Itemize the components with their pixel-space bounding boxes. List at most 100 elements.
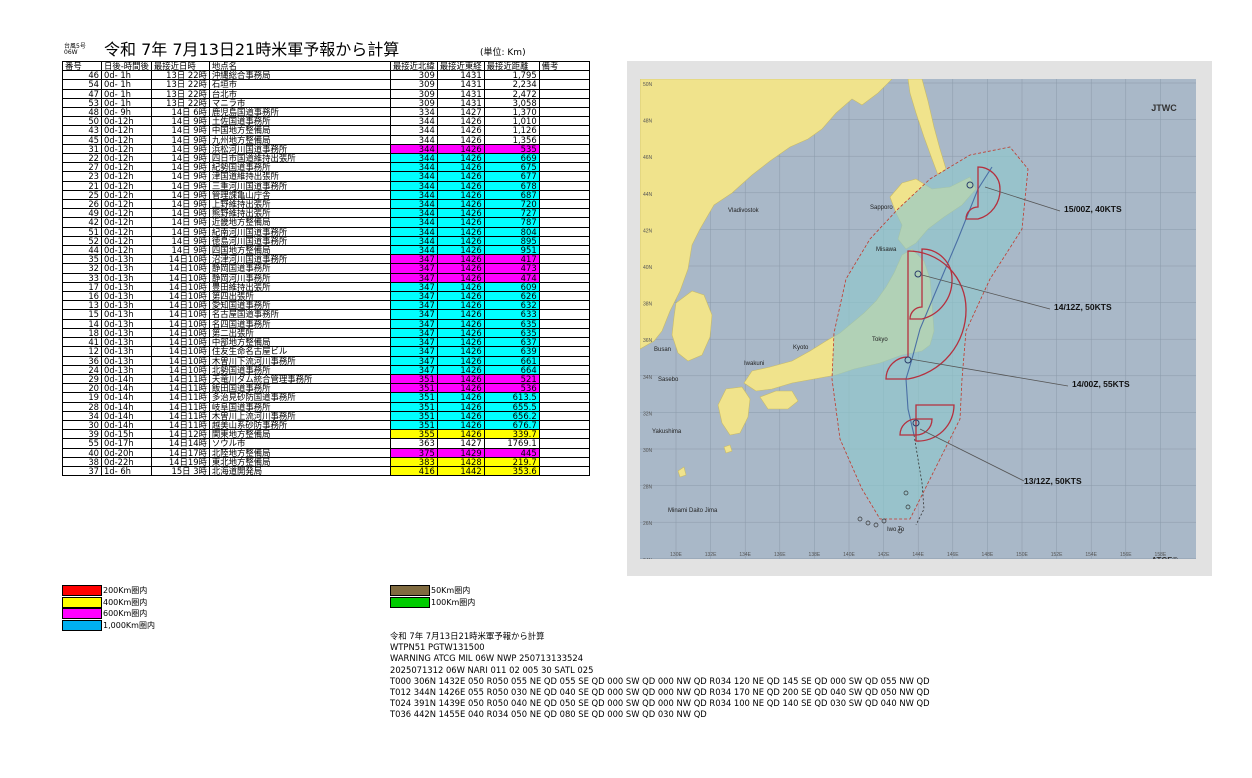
- row-place: 静岡河川事務所: [208, 272, 391, 283]
- row-number: 51: [62, 226, 102, 237]
- table-row: 32 0d-13h 14日10時 静岡国道事務所 347 1426 473: [62, 263, 590, 274]
- row-place: 住友生命名古屋ビル: [208, 346, 391, 357]
- row-lat: 351: [389, 373, 438, 385]
- land-korea: [671, 290, 713, 362]
- row-lat: 351: [389, 401, 438, 412]
- row-notes: [538, 309, 590, 320]
- row-notes: [538, 208, 590, 219]
- table-row: 26 0d-12h 14日 9時 上野維持出張所 344 1426 720: [62, 199, 590, 210]
- row-after: 0d-20h: [101, 447, 152, 458]
- row-number: 25: [62, 189, 102, 201]
- row-lon: 1426: [436, 373, 485, 385]
- row-number: 50: [62, 116, 102, 127]
- row-place: 関東地方整備局: [208, 429, 391, 440]
- table-row: 46 0d- 1h 13日 22時 沖縄総合事務局 309 1431 1,795: [62, 70, 590, 81]
- row-place: 豊田維持出張所: [208, 281, 391, 293]
- storm-track: [905, 166, 993, 436]
- legend-label-100km: 100Km圏内: [431, 598, 476, 607]
- row-time: 14日10時: [150, 327, 210, 339]
- place-label: Busan: [654, 347, 671, 353]
- lat-tick-label: 40N: [643, 265, 653, 271]
- lon-tick-label: 136E: [774, 552, 786, 558]
- row-distance: 787: [483, 217, 540, 228]
- row-after: 0d-12h: [101, 180, 152, 191]
- legend-label-50km: 50Km圏内: [431, 586, 471, 595]
- forecast-point-15-00z: [966, 181, 974, 189]
- row-lon: 1426: [436, 327, 485, 339]
- row-lon: 1426: [436, 410, 485, 421]
- row-distance: 656.2: [483, 410, 540, 421]
- row-place: ソウル市: [208, 438, 391, 449]
- row-lon: 1426: [436, 116, 485, 127]
- row-time: 14日19時: [150, 456, 210, 467]
- row-after: 0d-12h: [101, 143, 152, 155]
- row-notes: [538, 300, 590, 311]
- row-time: 14日17時: [150, 447, 210, 458]
- table-row: 30 0d-14h 14日11時 越美山系砂防事務所 351 1426 676.7: [62, 419, 590, 431]
- row-distance: 353.6: [483, 465, 540, 477]
- row-notes: [538, 97, 590, 109]
- forecast-points: [904, 181, 974, 427]
- place-label: Sapporo: [870, 205, 893, 211]
- row-time: 14日 9時: [150, 134, 210, 145]
- row-lon: 1426: [436, 383, 485, 394]
- row-lat: 347: [389, 254, 438, 265]
- row-after: 0d-12h: [101, 162, 152, 173]
- lat-tick-label: 26N: [643, 521, 653, 527]
- table-row: 22 0d-12h 14日 9時 四日市国道維持出張所 344 1426 669: [62, 153, 590, 164]
- row-place: 木曽川上流河川事務所: [208, 410, 391, 421]
- row-number: 41: [62, 337, 102, 348]
- lon-tick-label: 144E: [912, 552, 924, 558]
- row-notes: [538, 70, 590, 81]
- island-chain: [857, 490, 911, 534]
- row-time: 14日 9時: [150, 153, 210, 164]
- row-after: 0d- 1h: [101, 88, 152, 99]
- row-number: 55: [62, 438, 102, 449]
- row-distance: 720: [483, 199, 540, 210]
- table-row: 21 0d-12h 14日 9時 三重河川国道事務所 344 1426 678: [62, 180, 590, 191]
- bulletin-line: T000 306N 1432E 050 R050 055 NE QD 055 S…: [390, 675, 930, 686]
- row-lat: 347: [389, 364, 438, 375]
- row-notes: [538, 429, 590, 440]
- lon-tick-label: 130E: [670, 552, 682, 558]
- row-notes: [538, 180, 590, 191]
- row-after: 1d- 6h: [101, 465, 152, 477]
- table-row: 25 0d-12h 14日 9時 管理課亀山庁舎 344 1426 687: [62, 189, 590, 201]
- row-number: 47: [62, 88, 102, 99]
- row-place: 北海道開発局: [208, 465, 391, 477]
- row-number: 26: [62, 199, 102, 210]
- row-after: 0d-13h: [101, 346, 152, 357]
- row-time: 14日11時: [150, 392, 210, 403]
- row-place: 多治見砂防国道事務所: [208, 392, 391, 403]
- row-distance: 1769.1: [483, 438, 540, 449]
- row-number: 24: [62, 364, 102, 375]
- row-number: 37: [62, 465, 102, 477]
- row-lon: 1426: [436, 355, 485, 366]
- row-number: 15: [62, 309, 102, 320]
- col-header-lat: 最接近北緯: [389, 60, 438, 72]
- approach-table: 番号 日後-時間後 最接近日時 地点名 最接近北緯 最接近東経 最接近距離 備考…: [62, 60, 590, 477]
- wind-radius-14-00z: [885, 250, 967, 380]
- row-distance: 661: [483, 355, 540, 366]
- row-number: 28: [62, 401, 102, 412]
- row-distance: 632: [483, 300, 540, 311]
- row-lon: 1426: [436, 235, 485, 247]
- lon-tick-label: 148E: [982, 552, 994, 558]
- row-number: 36: [62, 355, 102, 366]
- row-notes: [538, 383, 590, 394]
- row-notes: [538, 107, 590, 118]
- lat-tick-label: 34N: [643, 375, 653, 381]
- row-number: 49: [62, 208, 102, 219]
- row-lon: 1426: [436, 217, 485, 228]
- row-place: 天竜川ダム統合管理事務所: [208, 373, 391, 385]
- col-header-after: 日後-時間後: [101, 60, 152, 72]
- place-label: Iwo To: [887, 527, 905, 533]
- row-notes: [538, 272, 590, 283]
- row-notes: [538, 355, 590, 366]
- row-place: 土佐国道事務所: [208, 116, 391, 127]
- row-notes: [538, 153, 590, 164]
- row-distance: 804: [483, 226, 540, 237]
- row-number: 13: [62, 300, 102, 311]
- row-number: 22: [62, 153, 102, 164]
- row-after: 0d-14h: [101, 401, 152, 412]
